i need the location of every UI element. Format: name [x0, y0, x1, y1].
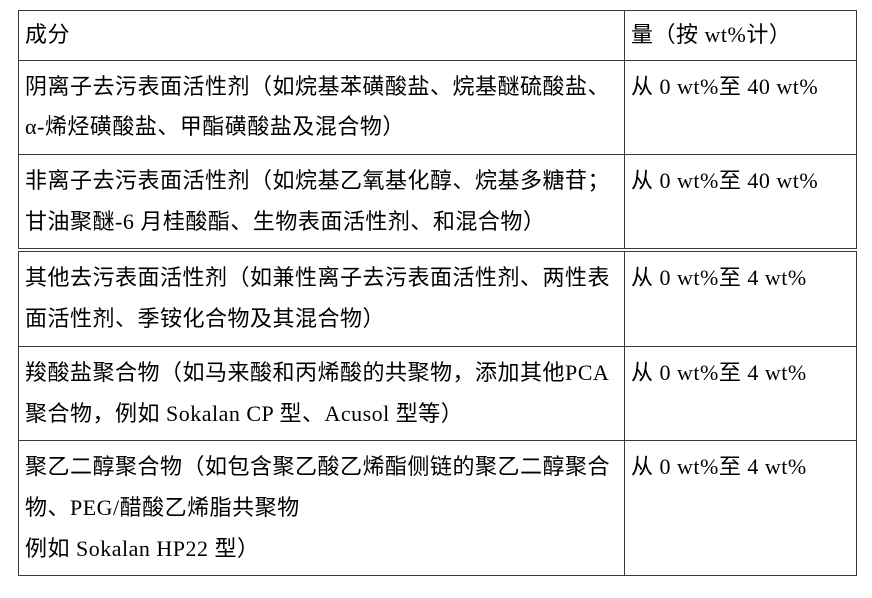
composition-table: 成分 量（按 wt%计） 阴离子去污表面活性剂（如烷基苯磺酸盐、烷基醚硫酸盐、α…: [18, 10, 857, 576]
page: 成分 量（按 wt%计） 阴离子去污表面活性剂（如烷基苯磺酸盐、烷基醚硫酸盐、α…: [0, 0, 872, 598]
table-row: 阴离子去污表面活性剂（如烷基苯磺酸盐、烷基醚硫酸盐、α-烯烃磺酸盐、甲酯磺酸盐及…: [19, 60, 857, 154]
table-row: 非离子去污表面活性剂（如烷基乙氧基化醇、烷基多糖苷；甘油聚醚-6 月桂酸酯、生物…: [19, 155, 857, 251]
cell-amount: 从 0 wt%至 4 wt%: [625, 441, 857, 576]
cell-amount: 从 0 wt%至 40 wt%: [625, 60, 857, 154]
cell-ingredient: 非离子去污表面活性剂（如烷基乙氧基化醇、烷基多糖苷；甘油聚醚-6 月桂酸酯、生物…: [19, 155, 625, 251]
table-row: 羧酸盐聚合物（如马来酸和丙烯酸的共聚物，添加其他PCA 聚合物，例如 Sokal…: [19, 346, 857, 440]
cell-ingredient: 阴离子去污表面活性剂（如烷基苯磺酸盐、烷基醚硫酸盐、α-烯烃磺酸盐、甲酯磺酸盐及…: [19, 60, 625, 154]
cell-ingredient: 羧酸盐聚合物（如马来酸和丙烯酸的共聚物，添加其他PCA 聚合物，例如 Sokal…: [19, 346, 625, 440]
table-row: 聚乙二醇聚合物（如包含聚乙酸乙烯酯侧链的聚乙二醇聚合物、PEG/醋酸乙烯脂共聚物…: [19, 441, 857, 576]
cell-amount: 从 0 wt%至 4 wt%: [625, 250, 857, 346]
cell-amount: 从 0 wt%至 40 wt%: [625, 155, 857, 251]
table-header-row: 成分 量（按 wt%计）: [19, 11, 857, 61]
cell-ingredient: 聚乙二醇聚合物（如包含聚乙酸乙烯酯侧链的聚乙二醇聚合物、PEG/醋酸乙烯脂共聚物…: [19, 441, 625, 576]
cell-amount: 从 0 wt%至 4 wt%: [625, 346, 857, 440]
cell-ingredient: 其他去污表面活性剂（如兼性离子去污表面活性剂、两性表面活性剂、季铵化合物及其混合…: [19, 250, 625, 346]
table-body: 成分 量（按 wt%计） 阴离子去污表面活性剂（如烷基苯磺酸盐、烷基醚硫酸盐、α…: [19, 11, 857, 576]
table-row: 其他去污表面活性剂（如兼性离子去污表面活性剂、两性表面活性剂、季铵化合物及其混合…: [19, 250, 857, 346]
header-amount: 量（按 wt%计）: [625, 11, 857, 61]
header-ingredient: 成分: [19, 11, 625, 61]
